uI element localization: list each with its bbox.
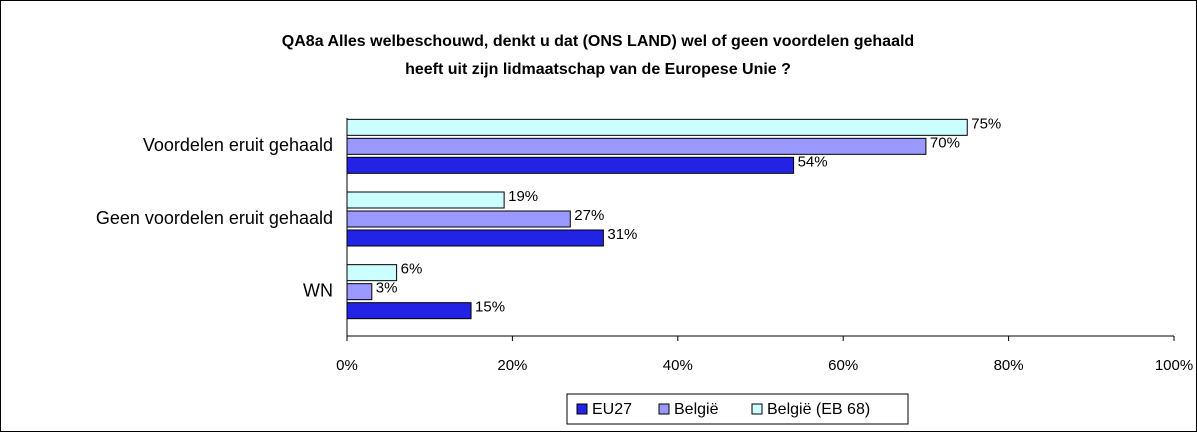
- bar: [346, 264, 398, 282]
- y-tick-label: WN: [303, 280, 333, 300]
- y-tick-label: Geen voordelen eruit gehaald: [96, 208, 333, 228]
- bar: [346, 118, 968, 136]
- legend-label: België: [674, 401, 719, 418]
- value-label: 75%: [971, 115, 1001, 132]
- legend-swatch: [658, 403, 670, 415]
- bar: [346, 210, 571, 228]
- bar: [346, 156, 795, 174]
- chart-title: heeft uit zijn lidmaatschap van de Europ…: [405, 61, 791, 78]
- x-tick-label: 60%: [828, 357, 858, 374]
- y-tick-label: Voordelen eruit gehaald: [143, 135, 333, 155]
- value-label: 3%: [376, 280, 398, 297]
- x-tick-label: 40%: [663, 357, 693, 374]
- legend-label: België (EB 68): [767, 401, 870, 418]
- bar: [346, 191, 505, 209]
- legend-swatch: [576, 403, 588, 415]
- x-tick-label: 20%: [497, 357, 527, 374]
- chart-title: QA8a Alles welbeschouwd, denkt u dat (ON…: [282, 33, 914, 50]
- bar: [346, 283, 373, 301]
- x-tick-label: 80%: [994, 357, 1024, 374]
- bar: [346, 302, 472, 320]
- value-label: 54%: [798, 153, 828, 170]
- bar: [346, 137, 927, 155]
- legend-label: EU27: [592, 401, 632, 418]
- bar: [346, 229, 604, 247]
- value-label: 19%: [508, 188, 538, 205]
- legend-swatch: [751, 403, 763, 415]
- value-label: 27%: [574, 207, 604, 224]
- value-label: 31%: [607, 226, 637, 243]
- value-label: 70%: [930, 134, 960, 151]
- value-label: 6%: [401, 261, 423, 278]
- legend-box: [566, 393, 909, 425]
- x-tick-label: 0%: [336, 357, 358, 374]
- x-tick-label: 100%: [1155, 357, 1193, 374]
- value-label: 15%: [475, 299, 505, 316]
